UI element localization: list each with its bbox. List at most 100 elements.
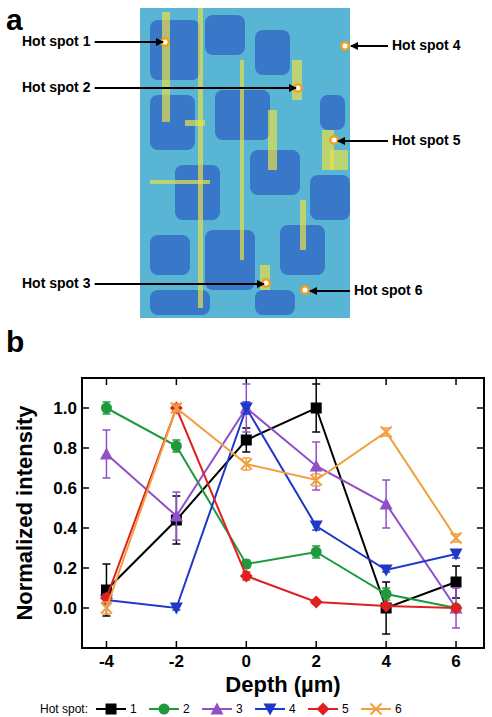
image-dark-patch — [255, 30, 290, 75]
image-background — [140, 8, 350, 318]
series — [101, 403, 462, 615]
y-tick — [477, 527, 484, 529]
error-bar-cap — [382, 633, 390, 635]
legend-entry: 6 — [361, 702, 402, 716]
series-line — [106, 408, 456, 608]
error-bar-cap — [452, 587, 460, 589]
y-tick — [477, 567, 484, 569]
y-tick-label: 0.0 — [53, 599, 77, 618]
y-tick-label: 1.0 — [53, 399, 77, 418]
error-bar-cap — [242, 383, 250, 385]
x-tick — [455, 378, 457, 385]
image-bright-streak — [185, 120, 205, 126]
panel-letter: a — [6, 3, 23, 36]
marker — [451, 603, 462, 614]
series-line — [106, 408, 456, 608]
error-bar-cap — [102, 429, 110, 431]
y-tick — [477, 607, 484, 609]
marker — [310, 460, 323, 472]
marker — [171, 441, 182, 452]
marker — [380, 565, 393, 577]
x-tick — [385, 641, 387, 648]
x-tick — [106, 641, 108, 648]
image-bright-streak — [292, 60, 302, 100]
marker — [450, 549, 463, 561]
marker — [101, 403, 112, 414]
marker — [100, 448, 113, 460]
marker — [310, 596, 323, 609]
error-bar-cap — [242, 431, 250, 433]
marker — [311, 547, 322, 558]
image-hot-spot — [329, 135, 339, 145]
marker — [310, 521, 323, 533]
legend-marker — [211, 703, 224, 715]
image-hot-spot — [340, 41, 350, 51]
image-hot-spot-core — [163, 40, 168, 45]
error-bar-cap — [382, 479, 390, 481]
marker — [170, 510, 183, 522]
y-tick — [477, 487, 484, 489]
series — [101, 384, 462, 634]
legend-entry: 4 — [255, 702, 296, 716]
hot-spot-arrow — [95, 283, 264, 285]
image-bright-streak — [300, 200, 306, 250]
marker — [451, 533, 462, 544]
marker — [171, 403, 182, 414]
marker — [241, 459, 252, 470]
y-tick-label: 0.4 — [53, 519, 77, 538]
error-bar-cap — [312, 431, 320, 433]
marker — [380, 600, 393, 613]
image-bright-streak — [150, 180, 210, 184]
image-dark-patch — [320, 95, 345, 130]
error-bar-cap — [452, 565, 460, 567]
series-line — [106, 408, 456, 608]
marker — [381, 427, 392, 438]
error-bar-cap — [242, 451, 250, 453]
series — [100, 402, 463, 615]
hot-spot-arrow — [95, 87, 296, 89]
x-tick-label: 2 — [311, 652, 320, 671]
y-tick — [82, 567, 89, 569]
error-bar-cap — [242, 469, 250, 471]
hot-spot-label: Hot spot 2 — [22, 79, 91, 95]
legend-marker — [264, 704, 277, 716]
plot-frame — [82, 378, 484, 648]
x-tick-label: -4 — [99, 652, 115, 671]
hot-spot-label: Hot spot 3 — [22, 275, 91, 291]
error-bar-cap — [312, 473, 320, 475]
figure: aHot spot 1Hot spot 2Hot spot 3Hot spot … — [0, 0, 492, 717]
image-hot-spot — [300, 285, 310, 295]
x-tick-label: -2 — [169, 652, 184, 671]
series-line — [106, 408, 456, 608]
marker — [101, 603, 112, 614]
legend-marker — [371, 704, 382, 715]
hot-spot-arrow — [338, 140, 388, 142]
panel-letter: b — [6, 325, 24, 358]
legend-entry: 1 — [96, 702, 137, 716]
y-tick — [477, 447, 484, 449]
series — [101, 402, 462, 614]
x-tick-label: 6 — [451, 652, 460, 671]
series — [100, 384, 463, 628]
hot-spot-label: Hot spot 6 — [354, 282, 423, 298]
image-dark-patch — [205, 15, 245, 55]
series-line — [106, 408, 456, 608]
hot-spot-arrow — [310, 290, 350, 292]
image-hot-spot-core — [303, 288, 308, 293]
hot-spot-arrow — [95, 41, 163, 43]
legend-marker — [317, 703, 330, 716]
hot-spot-label: Hot spot 4 — [392, 37, 461, 53]
image-bright-streak — [330, 150, 348, 170]
error-bar-cap — [172, 543, 180, 545]
x-tick — [176, 641, 178, 648]
legend-entry: 5 — [308, 702, 349, 716]
legend-label: 1 — [130, 702, 137, 716]
error-bar-cap — [172, 539, 180, 541]
y-tick — [82, 447, 89, 449]
image-dark-patch — [310, 175, 350, 220]
legend-entry: 2 — [149, 702, 190, 716]
legend-entry: 3 — [202, 702, 243, 716]
marker — [380, 498, 393, 510]
image-bright-streak — [240, 60, 244, 260]
marker — [381, 589, 392, 600]
